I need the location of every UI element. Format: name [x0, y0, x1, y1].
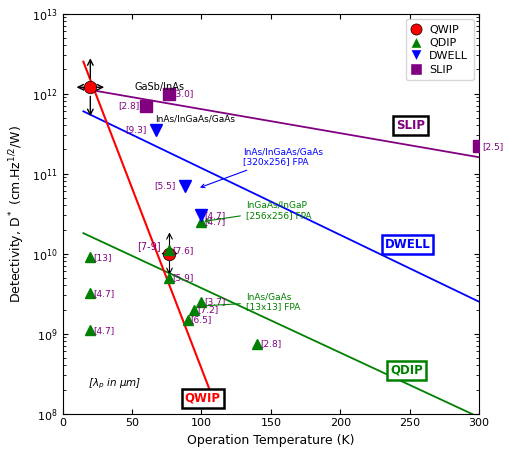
Text: InAs/GaAs
[13x13] FPA: InAs/GaAs [13x13] FPA [201, 292, 299, 311]
Text: [2.8]: [2.8] [118, 101, 139, 110]
Text: [4.7]: [4.7] [93, 289, 114, 298]
Text: InAs/InGaAs/GaAs
[320x256] FPA: InAs/InGaAs/GaAs [320x256] FPA [201, 147, 323, 188]
Text: [7.2]: [7.2] [197, 305, 218, 314]
Text: DWELL: DWELL [384, 238, 430, 251]
Text: [7-9]: [7-9] [137, 241, 161, 251]
Text: QDIP: QDIP [389, 364, 422, 377]
Text: [5.5]: [5.5] [154, 182, 175, 191]
Text: [7.6]: [7.6] [172, 246, 193, 255]
Text: [4.7]: [4.7] [93, 326, 114, 335]
Text: [6.5]: [6.5] [190, 315, 211, 324]
Text: InAs/InGaAs/GaAs: InAs/InGaAs/GaAs [155, 114, 235, 123]
Text: [2.8]: [2.8] [259, 339, 280, 348]
Text: [5.9]: [5.9] [172, 273, 193, 282]
Text: [4.7]: [4.7] [204, 211, 225, 220]
Text: QWIP: QWIP [184, 392, 220, 405]
Text: [3.0]: [3.0] [172, 89, 193, 98]
Text: [9.3]: [9.3] [125, 126, 146, 134]
Text: InGaAs/InGaP
[256x256] FPA: InGaAs/InGaP [256x256] FPA [205, 200, 311, 222]
Text: [$\lambda_p$ in $\mu$m]: [$\lambda_p$ in $\mu$m] [88, 377, 140, 391]
Text: [3.7]: [3.7] [204, 297, 225, 306]
Text: [13]: [13] [93, 253, 111, 262]
Text: [4.7]: [4.7] [204, 217, 225, 226]
Y-axis label: Detectivity, D$^*$ (cm.Hz$^{1/2}$/W): Detectivity, D$^*$ (cm.Hz$^{1/2}$/W) [7, 124, 26, 302]
Text: SLIP: SLIP [395, 119, 424, 132]
Legend: QWIP, QDIP, DWELL, SLIP: QWIP, QDIP, DWELL, SLIP [405, 19, 473, 80]
Text: [2.5]: [2.5] [481, 142, 502, 151]
X-axis label: Operation Temperature (K): Operation Temperature (K) [187, 434, 354, 447]
Text: GaSb/InAs: GaSb/InAs [134, 82, 184, 92]
